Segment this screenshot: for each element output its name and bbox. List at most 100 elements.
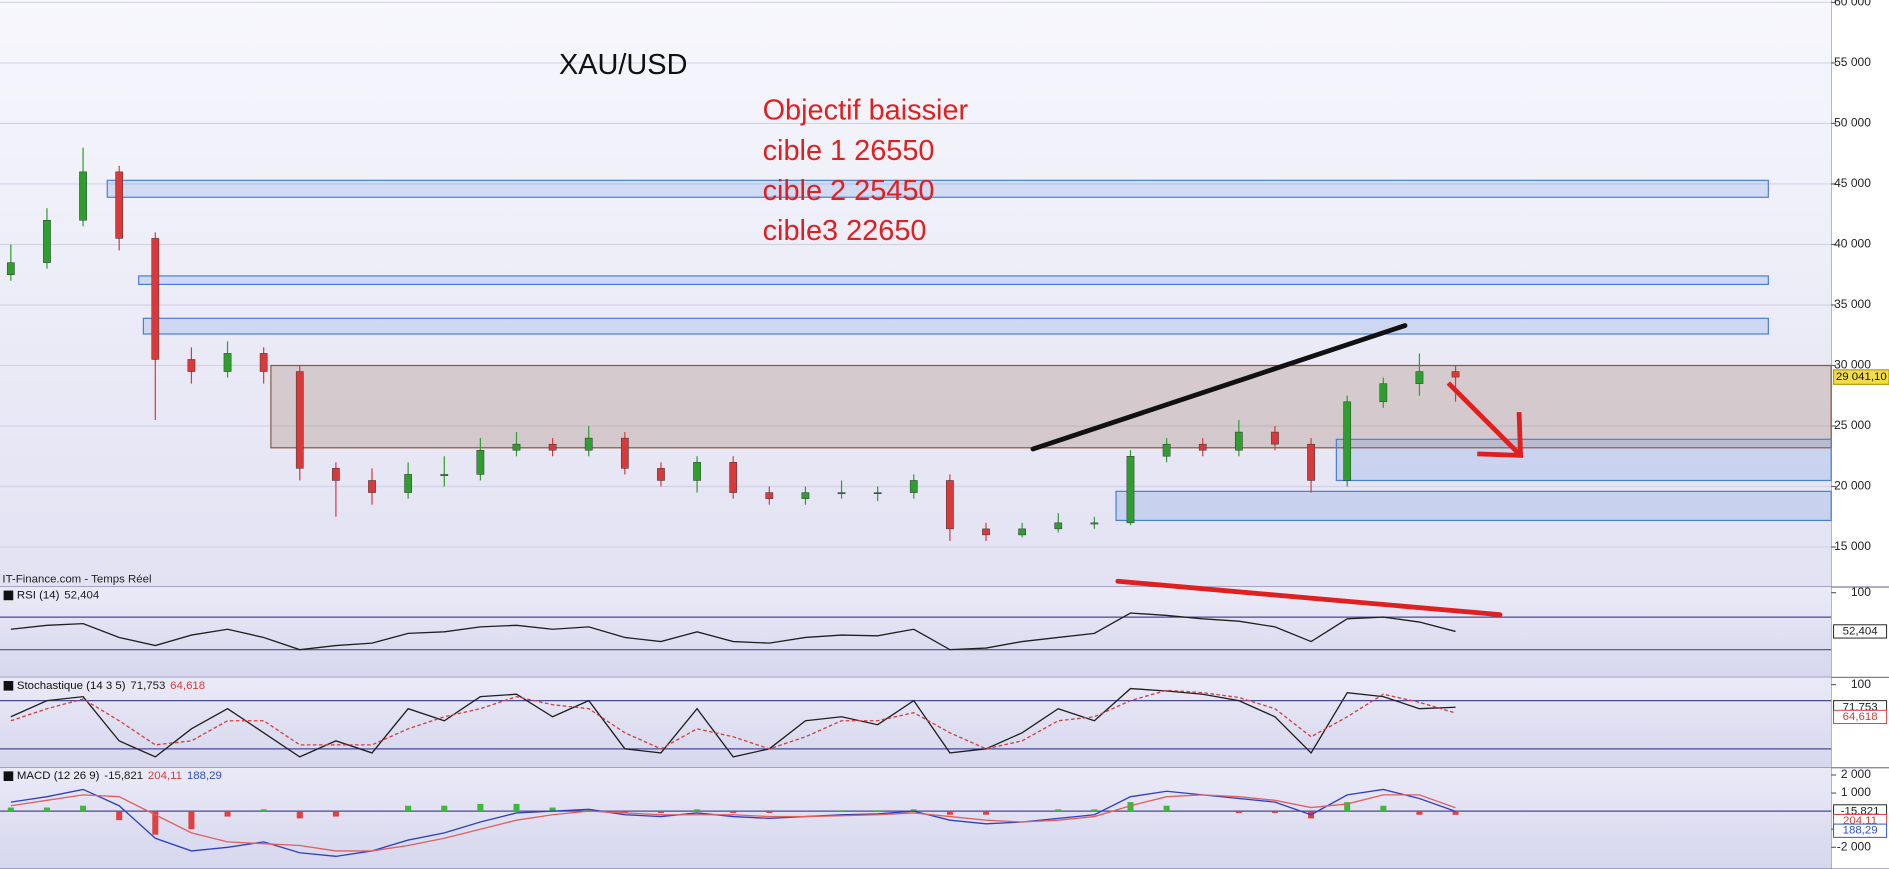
header-value: 52,404 bbox=[64, 589, 100, 601]
y-tick-label: 100 bbox=[1851, 677, 1871, 691]
candle-body bbox=[801, 492, 810, 499]
histogram-bar bbox=[874, 810, 881, 812]
histogram-bar bbox=[441, 805, 448, 812]
histogram-bar bbox=[838, 810, 845, 812]
series-line bbox=[10, 794, 1456, 852]
y-tick-label: -2 000 bbox=[1837, 839, 1871, 853]
candle-body bbox=[946, 480, 954, 530]
histogram-bar bbox=[152, 811, 159, 835]
candle-body bbox=[548, 443, 557, 451]
header-value: 64,618 bbox=[170, 680, 205, 692]
header-marker bbox=[3, 590, 14, 601]
value-box bbox=[1833, 624, 1888, 639]
y-tick-label: 1 000 bbox=[1841, 785, 1871, 799]
y-tick-label: 30 000 bbox=[1834, 358, 1871, 372]
value-box-label: 188,29 bbox=[1843, 825, 1878, 837]
y-tick-label: 60 000 bbox=[1834, 0, 1871, 9]
y-tick-label: 25 000 bbox=[1834, 418, 1871, 432]
y-tick-label: 100 bbox=[1851, 585, 1871, 599]
candle-body bbox=[151, 238, 160, 360]
histogram-bar bbox=[7, 807, 14, 812]
histogram-bar bbox=[694, 809, 701, 812]
candle-body bbox=[620, 437, 629, 469]
histogram-bar bbox=[1344, 802, 1351, 812]
arrow bbox=[1446, 381, 1524, 458]
histogram-bar bbox=[983, 811, 990, 815]
histogram-bar bbox=[116, 811, 123, 821]
panel-2: 100 Stochastique (14 3 5) 71,753 64,61871,7… bbox=[0, 677, 1889, 769]
value-box-label: 52,404 bbox=[1843, 625, 1879, 637]
candle-body bbox=[729, 462, 738, 493]
candle-body bbox=[1090, 522, 1099, 525]
histogram-bar bbox=[296, 811, 303, 819]
candle-body bbox=[765, 492, 774, 499]
candle-body bbox=[1234, 431, 1243, 451]
annotation: cible3 22650 bbox=[763, 215, 927, 247]
candle-body bbox=[295, 371, 304, 469]
header-value: 204,11 bbox=[148, 770, 182, 782]
panel-0: 15 000 20 000 25 000 30 000 35 000 40 000 45 0… bbox=[0, 0, 1889, 588]
candle-body bbox=[43, 220, 51, 263]
panel-title: MACD (12 26 9) bbox=[17, 770, 100, 782]
header-value: -15,821 bbox=[104, 770, 143, 782]
candle-body bbox=[982, 528, 990, 536]
histogram-bar bbox=[1091, 809, 1098, 812]
last-price-label: 29 041,10 bbox=[1836, 371, 1887, 383]
candle-body bbox=[1018, 528, 1026, 536]
histogram-bar bbox=[477, 803, 484, 812]
panel-title: RSI (14) bbox=[17, 589, 60, 601]
panel-title: Stochastique (14 3 5) bbox=[17, 680, 126, 692]
histogram-bar bbox=[43, 807, 50, 812]
histogram-bar bbox=[405, 805, 412, 812]
histogram-bar bbox=[1416, 811, 1423, 815]
candle-body bbox=[115, 171, 124, 239]
candle-body bbox=[1451, 371, 1460, 378]
zone bbox=[270, 364, 1832, 449]
histogram-bar bbox=[513, 803, 520, 812]
source-label: IT-Finance.com - Temps Réel bbox=[2, 574, 151, 586]
candle-body bbox=[1379, 383, 1388, 403]
candle-body bbox=[1162, 443, 1171, 457]
histogram-bar bbox=[585, 809, 592, 812]
candle-body bbox=[223, 353, 232, 372]
candle-body bbox=[584, 437, 593, 451]
histogram-bar bbox=[80, 805, 87, 812]
y-tick-label: 15 000 bbox=[1834, 539, 1871, 553]
series-line bbox=[10, 689, 1456, 750]
zone bbox=[1115, 490, 1832, 522]
candle-body bbox=[1415, 371, 1424, 384]
candle-body bbox=[1307, 443, 1315, 481]
value-box bbox=[1833, 709, 1888, 725]
candle-body bbox=[657, 468, 665, 481]
histogram-bar bbox=[1055, 809, 1062, 812]
histogram-bar bbox=[730, 811, 737, 813]
histogram-bar bbox=[1271, 811, 1278, 813]
trendline bbox=[1030, 323, 1408, 452]
histogram-bar bbox=[549, 807, 556, 812]
candle-body bbox=[1271, 431, 1279, 445]
y-tick-label: 45 000 bbox=[1834, 176, 1871, 190]
y-tick-label: 20 000 bbox=[1834, 479, 1871, 493]
candle-body bbox=[693, 462, 701, 481]
y-tick-label: 40 000 bbox=[1834, 237, 1871, 251]
value-box bbox=[1833, 823, 1888, 838]
panel-header: RSI (14) 52,404 bbox=[17, 589, 100, 601]
candle-body bbox=[368, 480, 376, 493]
histogram-bar bbox=[621, 811, 628, 813]
last-price-box bbox=[1832, 369, 1889, 385]
histogram-bar bbox=[766, 811, 773, 813]
candle-body bbox=[187, 359, 196, 372]
candle-body bbox=[476, 449, 485, 475]
histogram-bar bbox=[1163, 805, 1170, 812]
candle-body bbox=[837, 492, 846, 495]
axis-area bbox=[1831, 0, 1889, 869]
series-line bbox=[10, 687, 1456, 758]
candle-body bbox=[1198, 443, 1207, 451]
candle-body bbox=[259, 353, 268, 372]
y-tick-label: 35 000 bbox=[1834, 297, 1871, 311]
candle-body bbox=[79, 171, 87, 221]
zone bbox=[142, 317, 1769, 335]
